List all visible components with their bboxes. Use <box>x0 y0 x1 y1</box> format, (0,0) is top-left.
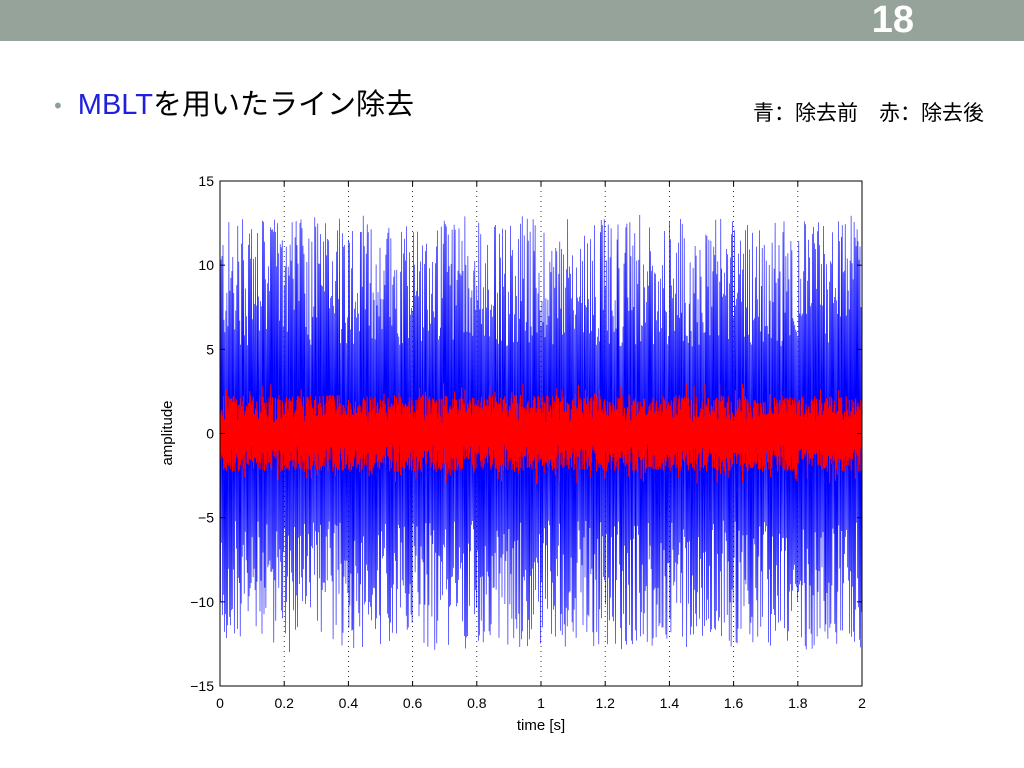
x-tick-label: 1.8 <box>788 695 808 711</box>
y-tick-label: 0 <box>206 426 214 442</box>
x-tick-label: 2 <box>858 695 866 711</box>
header-bar: 18 <box>0 0 1024 41</box>
y-tick-label: 5 <box>206 341 214 357</box>
series-after-removal <box>219 383 863 485</box>
x-tick-label: 0.4 <box>339 695 359 711</box>
bullet-line: • MBLTを用いたライン除去 <box>52 84 414 126</box>
x-tick-label: 0 <box>216 695 224 711</box>
y-axis-label: amplitude <box>159 400 176 465</box>
color-legend-note: 青：除去前 赤：除去後 <box>753 101 984 125</box>
y-tick-label: −15 <box>190 678 214 694</box>
axis-ticks: 0 0.2 0.4 0.6 0.8 1 1.2 1.4 1.6 1.8 2 15 10 5 0 −5 −10 −1… <box>190 173 866 711</box>
y-tick-label: −5 <box>198 510 214 526</box>
series-after-line <box>219 383 863 485</box>
bullet-text: を用いたライン除去 <box>153 87 415 121</box>
x-tick-label: 1.6 <box>724 695 744 711</box>
x-tick-label: 1.2 <box>595 695 615 711</box>
x-tick-label: 0.6 <box>403 695 423 711</box>
y-tick-label: 10 <box>198 257 214 273</box>
y-tick-label: 15 <box>198 173 214 189</box>
bullet-accent-text: MBLT <box>77 89 153 121</box>
x-axis-label: time [s] <box>517 717 565 734</box>
x-tick-label: 1.4 <box>660 695 680 711</box>
grid-lines <box>283 181 799 686</box>
x-tick-label: 0.8 <box>467 695 487 711</box>
slide-number: 18 <box>871 0 914 41</box>
bullet-dot-icon: • <box>52 94 64 118</box>
x-tick-label: 1 <box>537 695 545 711</box>
y-tick-label: −10 <box>190 594 214 610</box>
x-tick-label: 0.2 <box>274 695 294 711</box>
